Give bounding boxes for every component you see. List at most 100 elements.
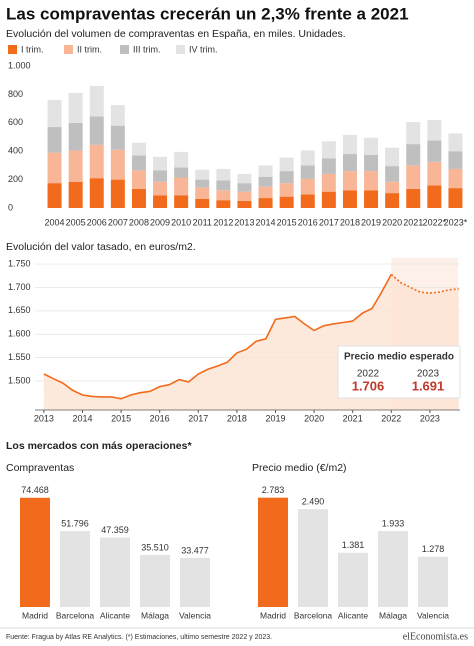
x-tick-label: 2019 [265,413,285,423]
bar [60,531,90,607]
bar-segment [110,149,125,180]
bar-segment [89,85,104,117]
bar-segment [258,176,273,187]
value-label: 74.468 [21,485,49,495]
x-tick-label: Madrid [22,610,48,620]
x-tick-label: 2020 [304,413,324,423]
x-tick-label: Málaga [379,610,407,620]
bar [20,497,50,607]
chart-title: Precio medio (€/m2) [252,462,347,474]
x-tick-label: 2017 [188,413,208,423]
bar-segment [406,188,421,208]
bar-segment [364,154,379,172]
x-tick-label: 2023* [444,217,468,227]
title: Las compraventas crecerán un 2,3% frente… [6,4,409,23]
bar-segment [110,105,125,126]
y-tick-label: 1.550 [8,352,31,362]
bar [100,537,130,607]
bar-segment [427,119,442,141]
bar-segment [237,173,252,184]
bar-segment [47,100,62,128]
y-tick-label: 1.650 [8,305,31,315]
x-tick-label: 2018 [227,413,247,423]
subtitle: Evolución del valor tasado, en euros/m2. [6,241,196,253]
bar-segment [448,133,463,152]
line [43,274,393,400]
x-tick-label: Málaga [141,610,169,620]
x-tick-label: Alicante [100,610,131,620]
bar-segment [195,179,210,188]
bar-segment [279,171,294,184]
bar-segment [279,183,294,197]
bar [338,552,368,607]
x-tick-label: Valencia [179,610,211,620]
legend-swatch [64,45,73,54]
bar-segment [321,191,336,208]
x-tick-label: 2006 [87,217,107,227]
x-tick-label: 2021 [403,217,423,227]
bar-segment [406,144,421,166]
bar-segment [364,190,379,208]
bar-segment [89,144,104,179]
x-tick-label: 2010 [171,217,191,227]
callout-value: 1.706 [352,378,385,393]
line [390,273,459,294]
bar-segment [237,191,252,201]
bar-segment [131,188,146,208]
bar-segment [385,147,400,167]
x-tick-label: 2014 [72,413,92,423]
y-tick-label: 400 [8,146,23,156]
x-tick-label: 2017 [319,217,339,227]
bar-segment [342,171,357,191]
bar-segment [300,194,315,208]
value-label: 1.381 [342,540,365,550]
value-label: 51.796 [61,518,89,528]
bar-segment [216,190,231,201]
y-tick-label: 0 [8,202,13,212]
bar-segment [385,166,400,182]
bar [140,554,170,607]
bar-segment [89,178,104,208]
bar-segment [47,127,62,153]
x-tick-label: 2005 [66,217,86,227]
callout-label: 2023 [417,369,440,380]
bar-segment [195,198,210,208]
bar-segment [321,173,336,192]
bar-segment [321,141,336,159]
bar-segment [364,171,379,191]
x-tick-label: 2015 [111,413,131,423]
x-tick-label: 2014 [256,217,276,227]
bar-segment [68,181,83,208]
bar-segment [258,186,273,199]
x-tick-label: Valencia [417,610,449,620]
bar-segment [216,168,231,181]
bar-segment [342,134,357,155]
bar-segment [406,165,421,189]
x-tick-label: 2022* [423,217,447,227]
bar-segment [131,142,146,156]
bar-segment [279,157,294,172]
bar-segment [110,179,125,208]
y-tick-label: 600 [8,117,23,127]
source: Fuente: Fragua by Atlas RE Analytics. (*… [6,634,272,641]
x-tick-label: Barcelona [56,610,95,620]
x-tick-label: 2018 [340,217,360,227]
x-tick-label: 2013 [34,413,54,423]
x-tick-label: 2009 [150,217,170,227]
bar-segment [68,122,83,151]
bar-segment [321,158,336,174]
value-label: 35.510 [141,542,169,552]
bar-segment [47,152,62,184]
legend-swatch [176,45,185,54]
bar-segment [279,196,294,208]
value-label: 1.278 [422,544,445,554]
y-tick-label: 1.750 [8,258,31,268]
bar-segment [237,200,252,208]
x-tick-label: 2007 [108,217,128,227]
value-label: 2.490 [302,497,325,507]
bar-segment [68,150,83,182]
value-label: 47.359 [101,525,129,535]
bar-segment [174,167,189,178]
x-tick-label: 2022 [381,413,401,423]
bar-segment [342,190,357,208]
